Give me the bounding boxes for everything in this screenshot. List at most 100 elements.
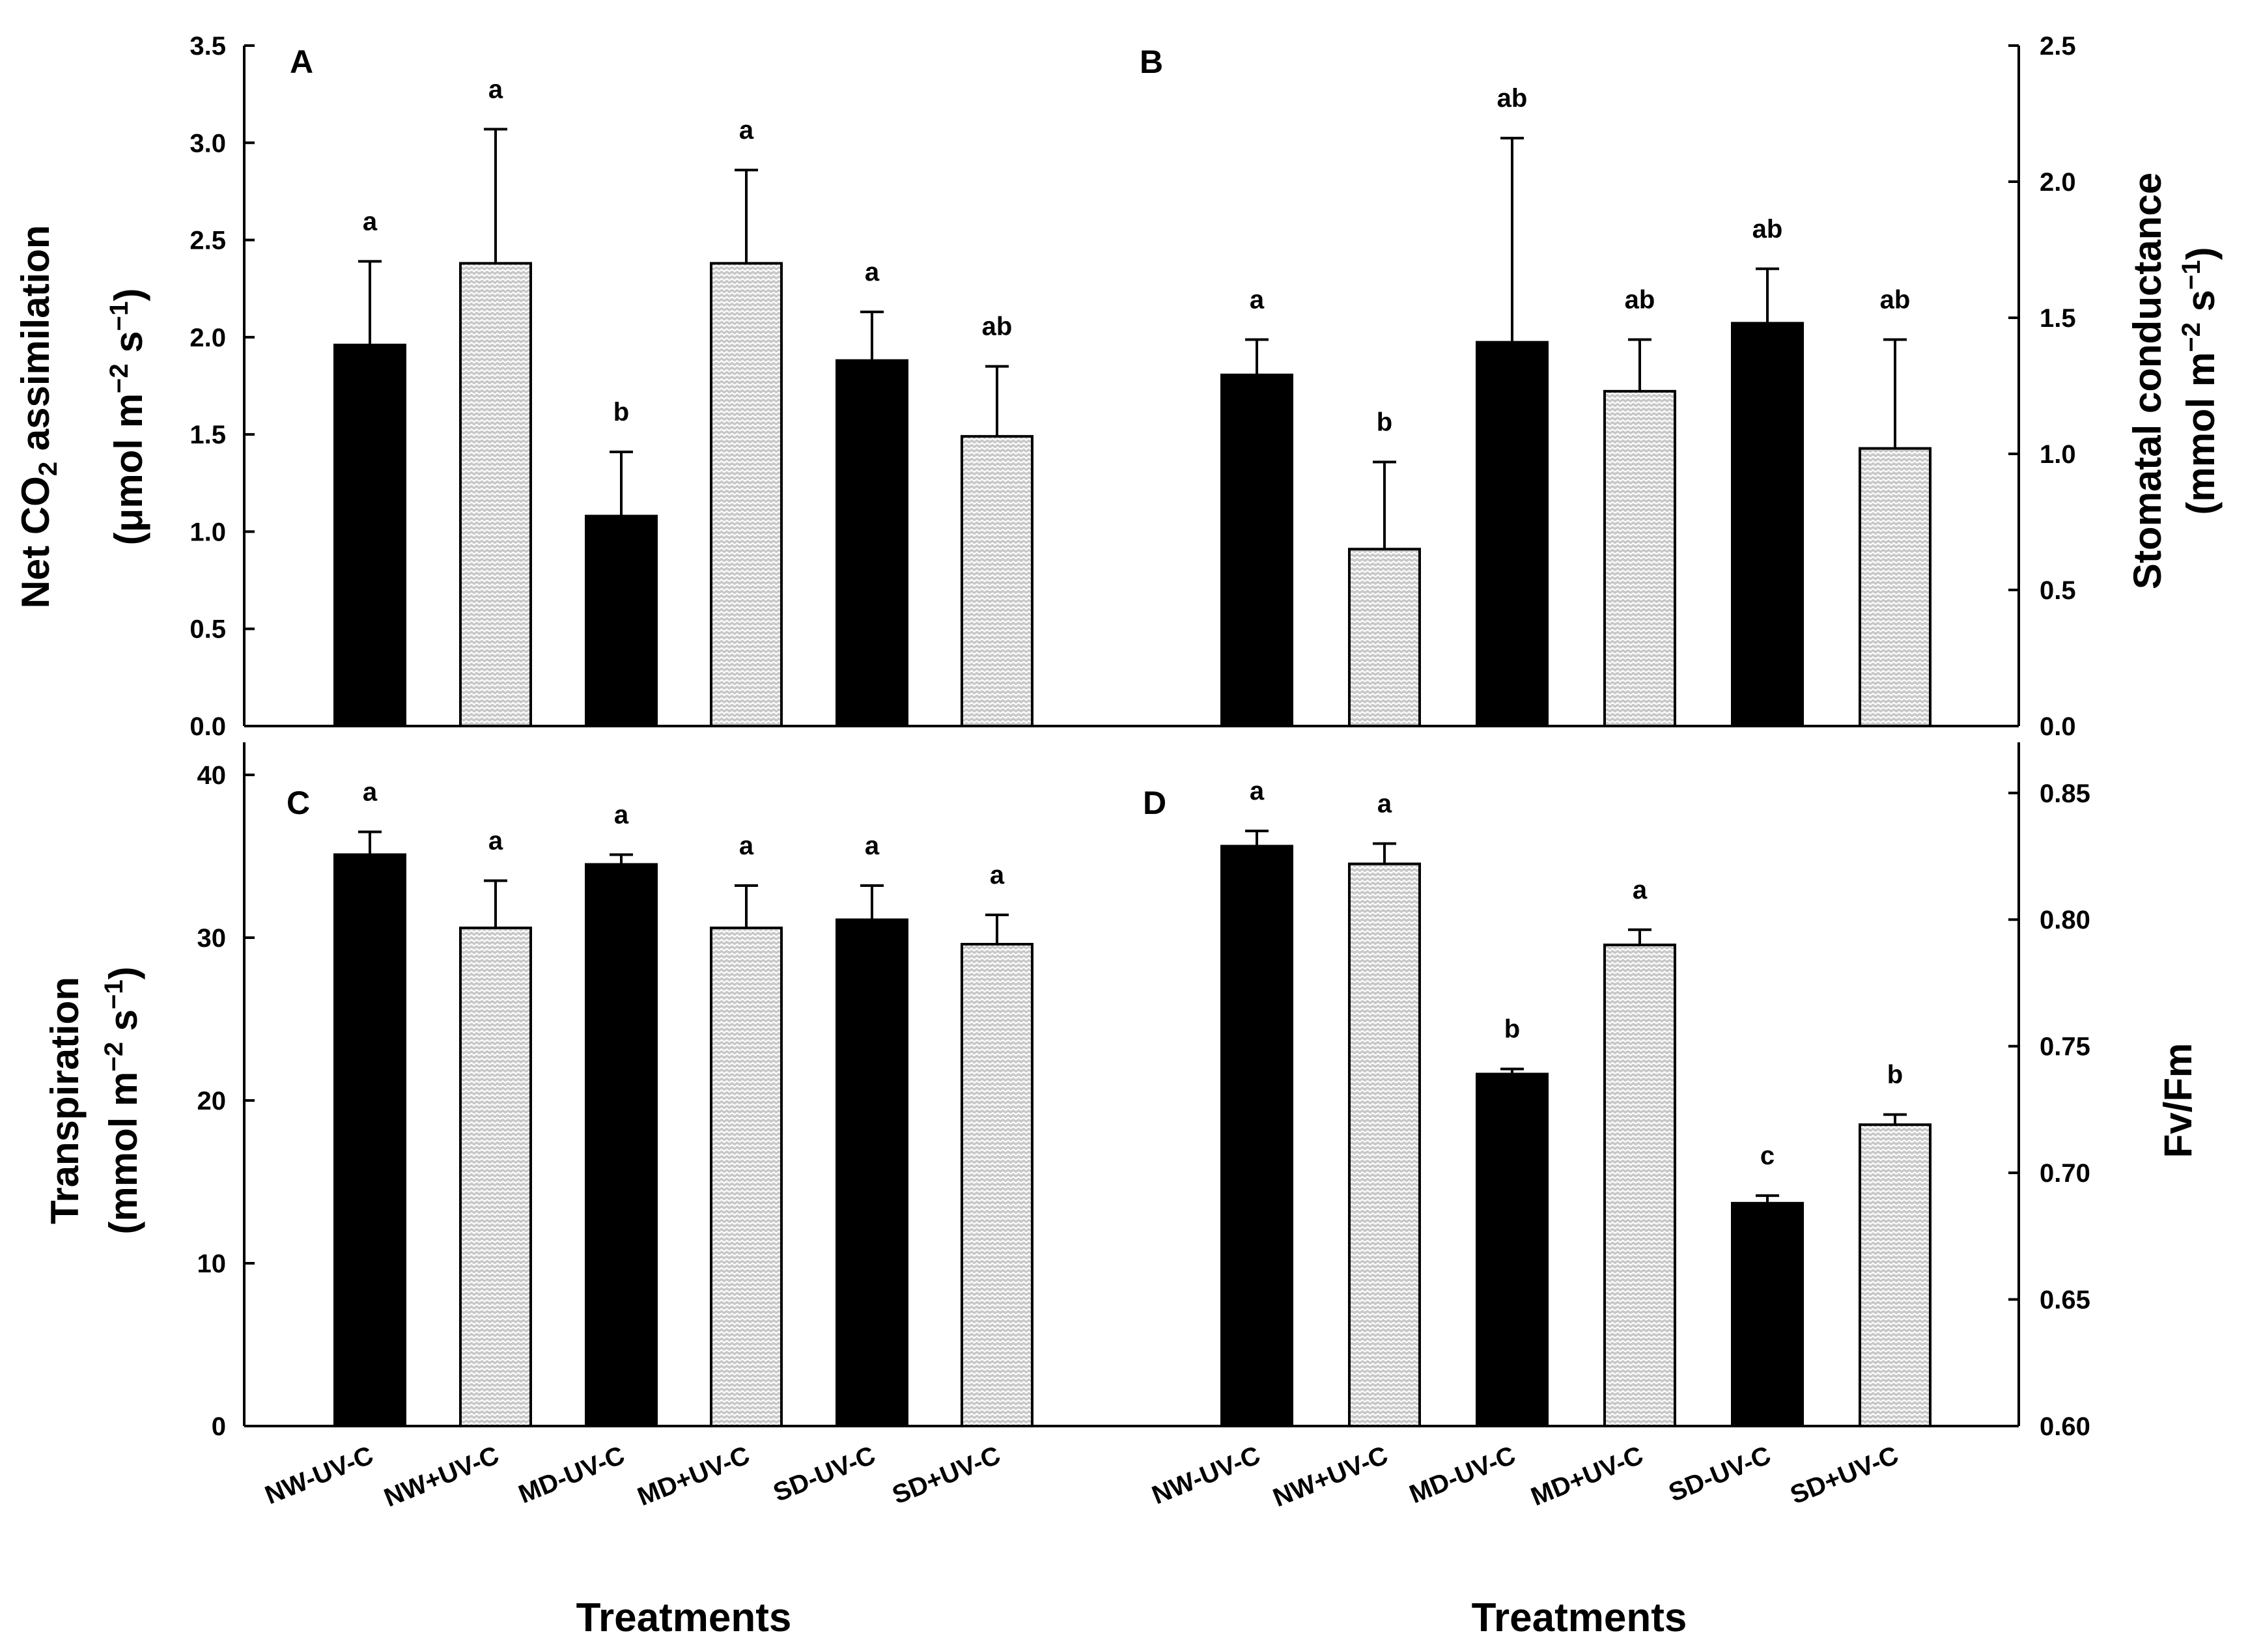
bar-b-sd-uv-c [1731, 322, 1804, 727]
y-tick-label: 0.65 [2040, 1286, 2090, 1315]
y-tick-label: 10 [197, 1250, 227, 1278]
bar-b-sd+uv-c [1859, 447, 1932, 727]
significance-letter: b [613, 398, 629, 427]
ylabel-c-units: (mmol m−2 s−1) [100, 966, 145, 1234]
significance-letter: b [1504, 1015, 1520, 1044]
category-label: MD-UV-C [514, 1441, 628, 1509]
y-tick-label: 0.80 [2040, 906, 2090, 934]
xlabel-left: Treatments [576, 1595, 792, 1640]
significance-letter: b [1887, 1061, 1903, 1089]
bar-a-sd+uv-c [961, 435, 1033, 728]
category-label: MD-UV-C [1405, 1441, 1519, 1509]
significance-letter: ab [1880, 285, 1911, 314]
bar-d-nw-uv-c [1220, 845, 1293, 1427]
ylabel-a-units: (μmol m−2 s−1) [105, 288, 150, 546]
category-label: NW+UV-C [380, 1441, 503, 1513]
y-tick-label: 2.0 [2040, 168, 2076, 197]
y-tick-label: 0.5 [2040, 576, 2076, 605]
y-tick-label: 0.85 [2040, 779, 2090, 808]
significance-letter: ab [1752, 215, 1783, 244]
ylabel-b-units: (mmol m−2 s−1) [2177, 247, 2223, 514]
significance-letter: ab [1497, 84, 1528, 113]
bar-b-nw-uv-c [1220, 373, 1293, 727]
ylabel-a: Net CO2 assimilation [14, 225, 63, 608]
ylabel-b: Stomatal conductance [2126, 173, 2169, 589]
significance-letter: a [865, 832, 880, 860]
bar-a-sd-uv-c [836, 359, 908, 727]
y-tick-label: 0.75 [2040, 1033, 2090, 1061]
significance-letter: a [488, 827, 503, 856]
bar-b-md-uv-c [1476, 341, 1549, 727]
bar-c-sd+uv-c [961, 943, 1033, 1427]
y-tick-label: 20 [197, 1087, 227, 1115]
bar-d-md+uv-c [1603, 944, 1676, 1427]
y-tick-label: 0 [212, 1412, 226, 1441]
ylabel-c: Transpiration [43, 977, 87, 1224]
panel-letter: B [1140, 44, 1163, 80]
significance-letter: a [739, 832, 754, 860]
significance-letter: a [1633, 876, 1648, 904]
panel-letter: A [290, 44, 313, 80]
bar-d-md-uv-c [1476, 1072, 1549, 1427]
y-tick-label: 1.5 [2040, 304, 2076, 333]
bar-a-md-uv-c [585, 514, 658, 727]
significance-letter: a [363, 778, 378, 807]
bar-a-nw+uv-c [459, 262, 532, 727]
y-tick-label: 0.60 [2040, 1412, 2090, 1441]
y-tick-label: 3.5 [190, 32, 226, 61]
y-tick-label: 1.0 [190, 518, 226, 546]
category-label: SD-UV-C [769, 1441, 879, 1507]
xlabel-right: Treatments [1472, 1595, 1687, 1640]
significance-letter: b [1377, 408, 1392, 437]
bar-b-md+uv-c [1603, 389, 1676, 727]
category-label: NW+UV-C [1269, 1441, 1392, 1513]
ylabel-d: Fv/Fm [2156, 1043, 2200, 1158]
panel-letter: D [1143, 785, 1166, 821]
significance-letter: a [865, 258, 880, 287]
bar-c-md-uv-c [585, 863, 658, 1427]
y-tick-label: 1.5 [190, 421, 226, 449]
category-label: NW-UV-C [261, 1441, 377, 1510]
significance-letter: c [1760, 1141, 1775, 1170]
y-tick-label: 30 [197, 924, 227, 953]
significance-letter: a [614, 801, 629, 830]
bar-d-sd-uv-c [1731, 1201, 1804, 1428]
y-tick-label: 0.5 [190, 615, 226, 644]
y-tick-label: 2.5 [190, 227, 226, 255]
bar-b-nw+uv-c [1348, 548, 1421, 727]
y-tick-label: 1.0 [2040, 440, 2076, 469]
bar-c-nw-uv-c [333, 853, 406, 1427]
significance-letter: a [363, 207, 378, 236]
category-label: SD-UV-C [1665, 1441, 1775, 1507]
category-label: MD+UV-C [634, 1441, 753, 1512]
significance-letter: a [990, 861, 1005, 889]
y-tick-label: 2.0 [190, 324, 226, 352]
bar-d-sd+uv-c [1859, 1123, 1932, 1427]
significance-letter: a [1377, 790, 1392, 819]
panel-c: a NW-UV-C a NW+UV-C a MD-UV-C a MD+UV-C a SD-UV-C… [197, 742, 1136, 1513]
panel-letter: C [287, 785, 310, 821]
bar-c-sd-uv-c [836, 918, 908, 1427]
y-tick-label: 0.70 [2040, 1159, 2090, 1188]
category-label: MD+UV-C [1527, 1441, 1647, 1512]
bar-a-nw-uv-c [333, 343, 406, 727]
bar-a-md+uv-c [710, 262, 783, 727]
bar-c-nw+uv-c [459, 927, 532, 1427]
significance-letter: a [1250, 777, 1265, 805]
significance-letter: a [488, 75, 503, 104]
significance-letter: a [1250, 285, 1265, 314]
significance-letter: a [739, 116, 754, 145]
bar-d-nw+uv-c [1348, 862, 1421, 1427]
y-tick-label: 40 [197, 761, 227, 790]
panel-d: a NW-UV-C a NW+UV-C b MD-UV-C a MD+UV-C c SD-UV-C… [1136, 742, 2090, 1513]
significance-letter: ab [1625, 285, 1655, 314]
category-label: NW-UV-C [1148, 1441, 1264, 1510]
y-tick-label: 0.0 [2040, 712, 2076, 741]
y-tick-label: 3.0 [190, 129, 226, 158]
category-label: SD+UV-C [1786, 1441, 1902, 1510]
significance-letter: ab [982, 313, 1013, 341]
y-tick-label: 2.5 [2040, 32, 2076, 61]
